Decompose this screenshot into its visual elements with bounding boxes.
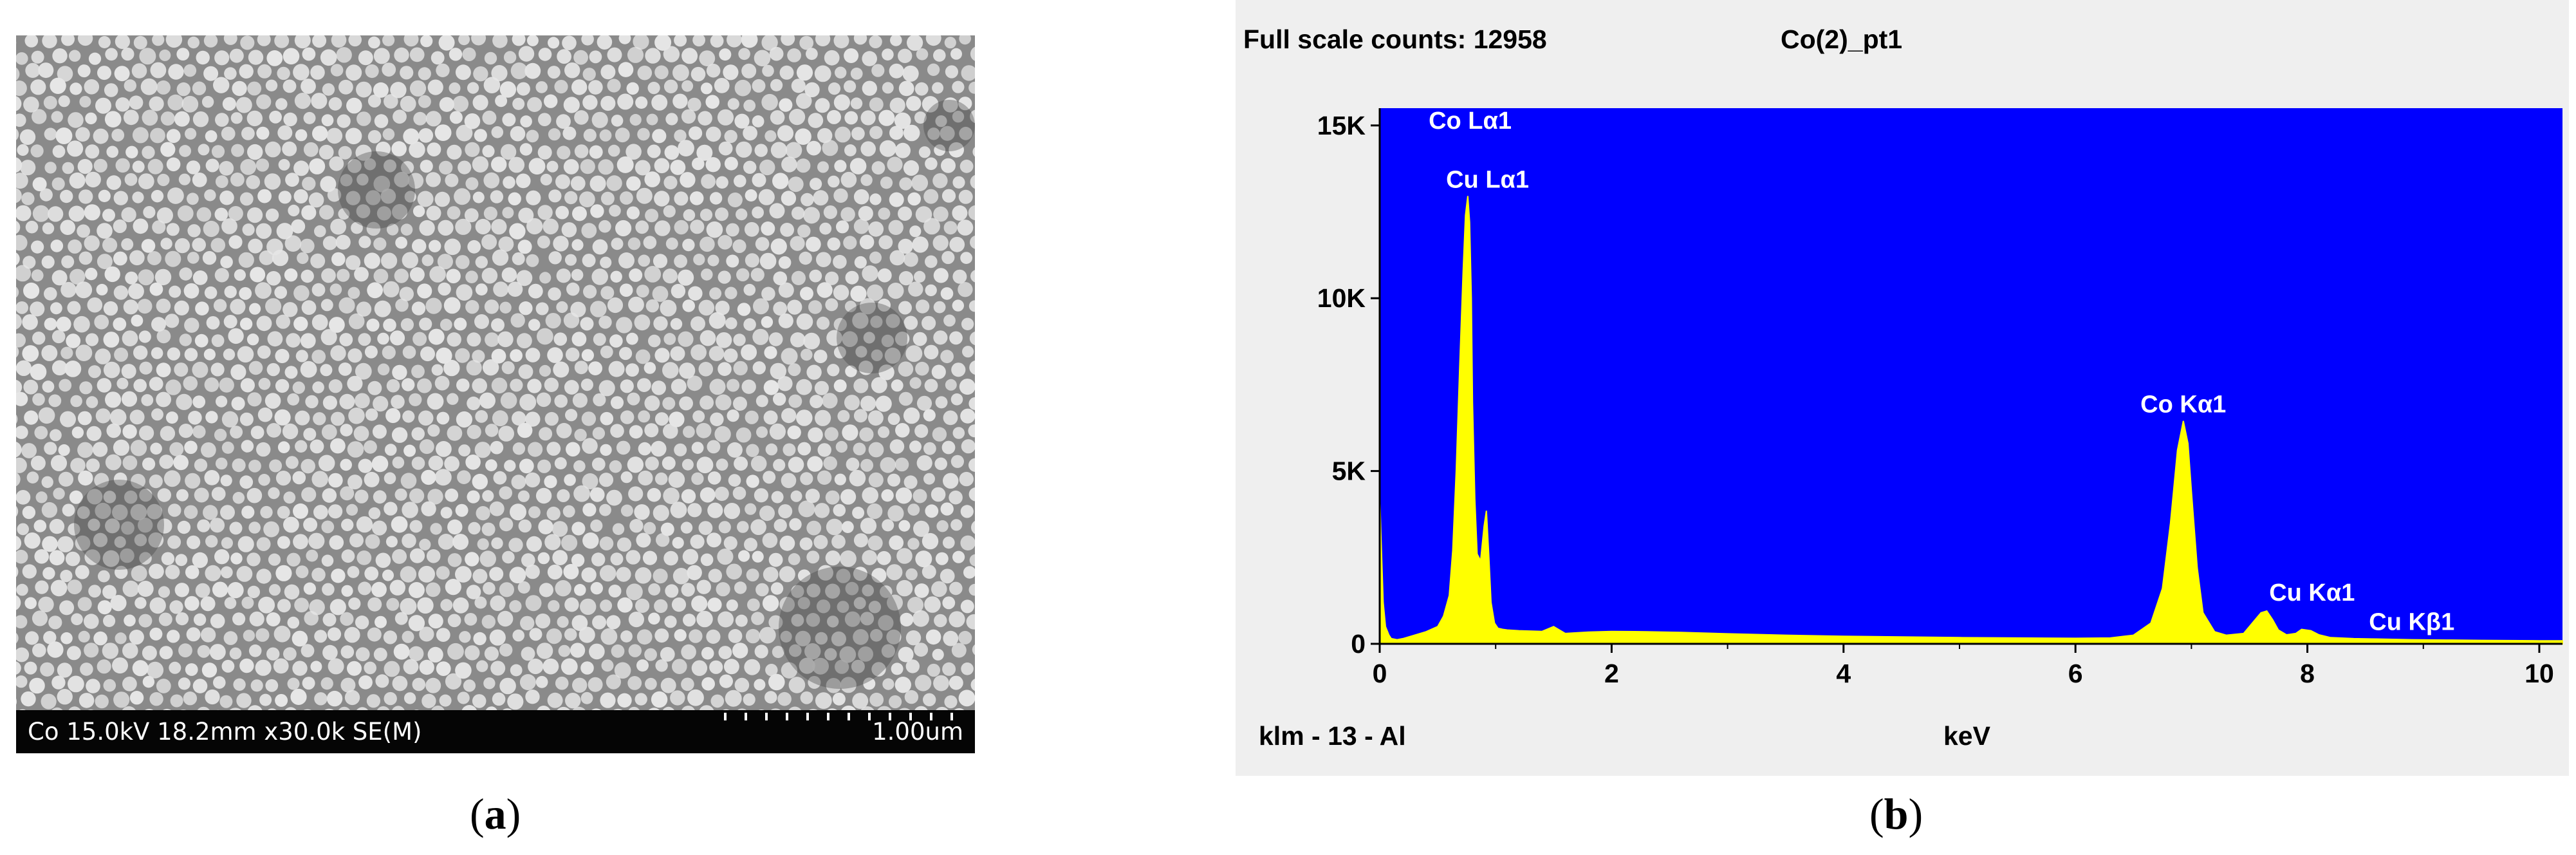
sem-dark-regions [74, 100, 975, 689]
sem-scale-tick [889, 713, 891, 720]
x-tick-label: 0 [1373, 659, 1387, 688]
peak-label: Co Kα1 [2140, 391, 2226, 418]
caption-a: (a) [470, 789, 521, 838]
footer-left-label: klm - 13 - Al [1259, 721, 1406, 751]
sem-scale-tick [868, 713, 871, 720]
y-tick-label: 10K [1317, 283, 1366, 313]
sem-scale-label: 1.00um [872, 718, 963, 746]
caption-b: (b) [1869, 789, 1923, 838]
x-tick-label: 4 [1836, 659, 1851, 688]
sem-scale-bar [724, 713, 953, 720]
y-tick-label: 5K [1332, 456, 1366, 486]
sem-particle-layer [16, 35, 975, 710]
x-tick-label: 2 [1604, 659, 1619, 688]
sem-micrograph-image [16, 35, 975, 710]
y-tick-label: 0 [1351, 629, 1366, 659]
sem-scale-tick [827, 713, 829, 720]
sem-scale-tick [745, 713, 747, 720]
sem-scale-tick [806, 713, 809, 720]
axes [1378, 108, 2562, 645]
sem-scale-tick [765, 713, 768, 720]
full-scale-counts-label: Full scale counts: 12958 [1243, 24, 1547, 54]
x-tick-label: 8 [2300, 659, 2315, 688]
sem-scale-tick [909, 713, 912, 720]
plot-area [1380, 108, 2562, 644]
y-tick-label: 15K [1317, 111, 1366, 140]
peak-label: Cu Lα1 [1446, 166, 1529, 193]
eds-spectrum-panel: Full scale counts: 12958 Co(2)_pt1 0 2 4 6 8… [1236, 0, 2576, 779]
sample-name-label: Co(2)_pt1 [1781, 24, 1903, 54]
spectrum-area [1379, 196, 2563, 644]
sem-info-bar: Co 15.0kV 18.2mm x30.0k SE(M) 1.00um [16, 710, 975, 753]
sem-info-text: Co 15.0kV 18.2mm x30.0k SE(M) [28, 718, 422, 746]
x-tick-label: 6 [2068, 659, 2083, 688]
peak-label: Cu Kα1 [2269, 579, 2355, 606]
sem-micrograph-panel: Co 15.0kV 18.2mm x30.0k SE(M) 1.00um [16, 35, 975, 753]
x-tick-label: 10 [2525, 659, 2554, 688]
sem-scale-tick [848, 713, 850, 720]
peak-label: Co Lα1 [1429, 108, 1512, 135]
eds-chart: 0 2 4 6 8 10 0 5K 10K 15K Co Lα1 Cu Lα1 Co Kα1 Cu Kα1… [1317, 108, 2563, 688]
peak-label: Cu Kβ1 [2369, 609, 2454, 636]
sem-scale-tick [786, 713, 788, 720]
x-axis-label: keV [1943, 721, 1990, 751]
sem-scale-tick [950, 713, 953, 720]
sem-scale-tick [724, 713, 727, 720]
sem-scale-tick [930, 713, 932, 720]
